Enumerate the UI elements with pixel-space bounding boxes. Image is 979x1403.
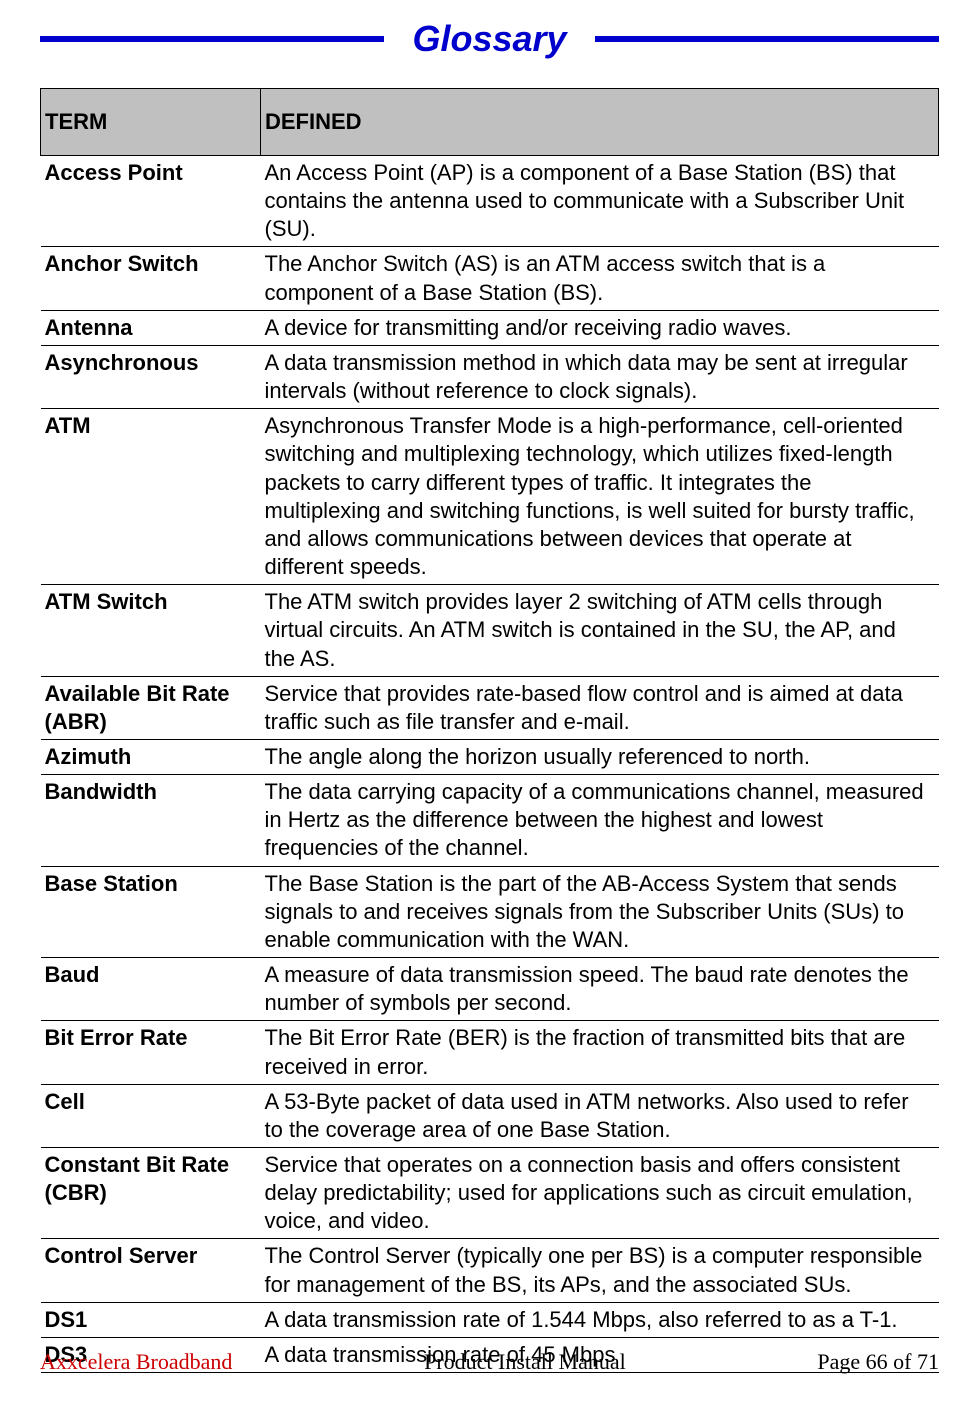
term-cell: Baud xyxy=(41,958,261,1021)
term-cell: Base Station xyxy=(41,866,261,957)
definition-cell: The ATM switch provides layer 2 switchin… xyxy=(261,585,939,676)
term-cell: Anchor Switch xyxy=(41,247,261,310)
definition-cell: An Access Point (AP) is a component of a… xyxy=(261,156,939,247)
definition-cell: The Bit Error Rate (BER) is the fraction… xyxy=(261,1021,939,1084)
definition-cell: The Base Station is the part of the AB-A… xyxy=(261,866,939,957)
definition-cell: The Anchor Switch (AS) is an ATM access … xyxy=(261,247,939,310)
table-row: Available Bit Rate (ABR)Service that pro… xyxy=(41,676,939,739)
table-row: Access PointAn Access Point (AP) is a co… xyxy=(41,156,939,247)
definition-cell: Service that provides rate-based flow co… xyxy=(261,676,939,739)
table-row: Anchor SwitchThe Anchor Switch (AS) is a… xyxy=(41,247,939,310)
table-row: BaudA measure of data transmission speed… xyxy=(41,958,939,1021)
definition-cell: A 53-Byte packet of data used in ATM net… xyxy=(261,1084,939,1147)
table-row: Base StationThe Base Station is the part… xyxy=(41,866,939,957)
term-cell: Access Point xyxy=(41,156,261,247)
definition-cell: A data transmission method in which data… xyxy=(261,345,939,408)
footer-brand: Axxcelera Broadband xyxy=(40,1349,232,1375)
term-cell: ATM xyxy=(41,409,261,585)
page-title: Glossary xyxy=(384,18,594,60)
table-row: Constant Bit Rate (CBR)Service that oper… xyxy=(41,1148,939,1239)
definition-cell: The Control Server (typically one per BS… xyxy=(261,1239,939,1302)
title-rule-left xyxy=(40,36,384,42)
table-row: ATMAsynchronous Transfer Mode is a high-… xyxy=(41,409,939,585)
term-cell: Bandwidth xyxy=(41,775,261,866)
table-row: Bit Error RateThe Bit Error Rate (BER) i… xyxy=(41,1021,939,1084)
header-defined: DEFINED xyxy=(261,89,939,156)
table-row: ATM SwitchThe ATM switch provides layer … xyxy=(41,585,939,676)
table-row: AsynchronousA data transmission method i… xyxy=(41,345,939,408)
table-row: DS1A data transmission rate of 1.544 Mbp… xyxy=(41,1302,939,1337)
term-cell: DS1 xyxy=(41,1302,261,1337)
header-term: TERM xyxy=(41,89,261,156)
table-header-row: TERM DEFINED xyxy=(41,89,939,156)
term-cell: Constant Bit Rate (CBR) xyxy=(41,1148,261,1239)
definition-cell: The data carrying capacity of a communic… xyxy=(261,775,939,866)
footer-page-number: Page 66 of 71 xyxy=(817,1349,939,1375)
term-cell: Bit Error Rate xyxy=(41,1021,261,1084)
table-row: AntennaA device for transmitting and/or … xyxy=(41,310,939,345)
glossary-table: TERM DEFINED Access PointAn Access Point… xyxy=(40,88,939,1373)
page-footer: Axxcelera Broadband Product Install Manu… xyxy=(40,1349,939,1375)
document-page: Glossary TERM DEFINED Access PointAn Acc… xyxy=(0,0,979,1403)
title-row: Glossary xyxy=(40,18,939,60)
table-row: Control ServerThe Control Server (typica… xyxy=(41,1239,939,1302)
table-row: AzimuthThe angle along the horizon usual… xyxy=(41,739,939,774)
definition-cell: Service that operates on a connection ba… xyxy=(261,1148,939,1239)
title-rule-right xyxy=(595,36,939,42)
definition-cell: The angle along the horizon usually refe… xyxy=(261,739,939,774)
term-cell: ATM Switch xyxy=(41,585,261,676)
term-cell: Azimuth xyxy=(41,739,261,774)
table-row: CellA 53-Byte packet of data used in ATM… xyxy=(41,1084,939,1147)
term-cell: Antenna xyxy=(41,310,261,345)
term-cell: Available Bit Rate (ABR) xyxy=(41,676,261,739)
definition-cell: A device for transmitting and/or receivi… xyxy=(261,310,939,345)
footer-center: Product Install Manual xyxy=(424,1349,626,1375)
definition-cell: Asynchronous Transfer Mode is a high-per… xyxy=(261,409,939,585)
term-cell: Cell xyxy=(41,1084,261,1147)
definition-cell: A data transmission rate of 1.544 Mbps, … xyxy=(261,1302,939,1337)
term-cell: Asynchronous xyxy=(41,345,261,408)
table-row: BandwidthThe data carrying capacity of a… xyxy=(41,775,939,866)
term-cell: Control Server xyxy=(41,1239,261,1302)
definition-cell: A measure of data transmission speed. Th… xyxy=(261,958,939,1021)
